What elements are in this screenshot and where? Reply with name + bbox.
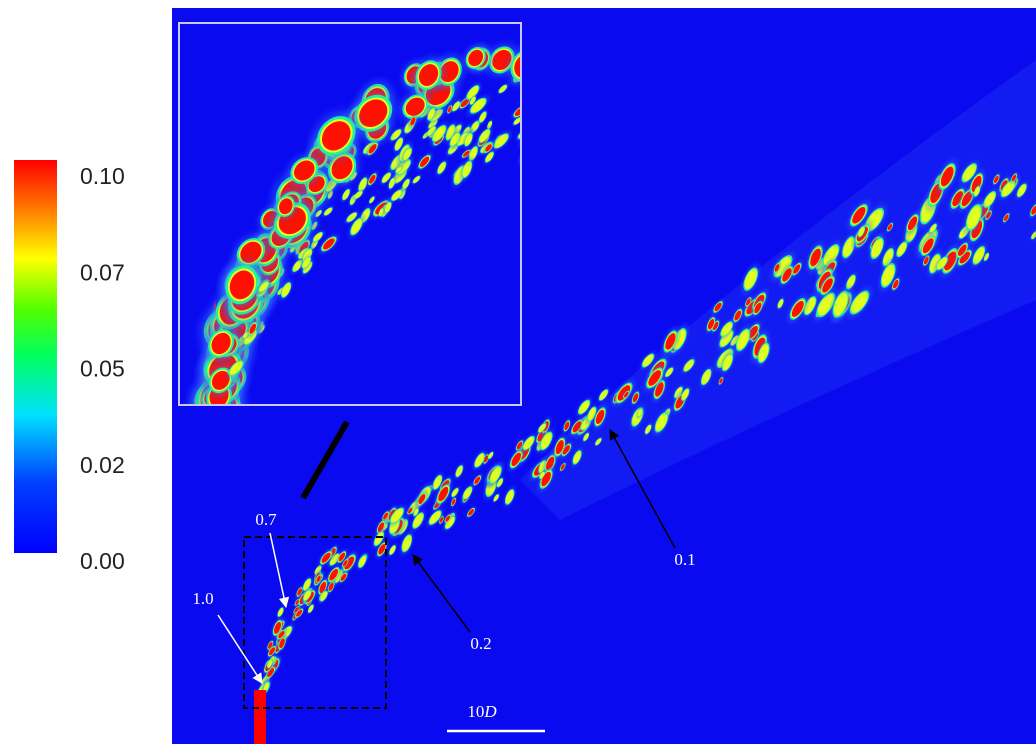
colorbar [14,160,57,553]
colorbar-tick-label: 0.00 [80,548,125,574]
scale-number: 10 [467,702,484,721]
colorbar-tick-label: 0.10 [80,163,125,189]
figure: 0.10 0.07 0.05 0.02 0.00 1.0 0.7 0.2 0.1 10D [0,0,1036,744]
colorbar-tick-label: 0.07 [80,259,125,285]
jet-pipe [254,690,266,744]
annotation: 0.2 [470,634,491,653]
scale-unit: D [483,702,497,721]
scale-label: 10D [467,702,497,721]
annotation: 1.0 [192,589,213,608]
colorbar-tick-label: 0.05 [80,356,125,382]
colorbar-tick-label: 0.02 [80,452,125,478]
annotation: 0.1 [674,550,695,569]
annotation: 0.7 [255,510,277,529]
